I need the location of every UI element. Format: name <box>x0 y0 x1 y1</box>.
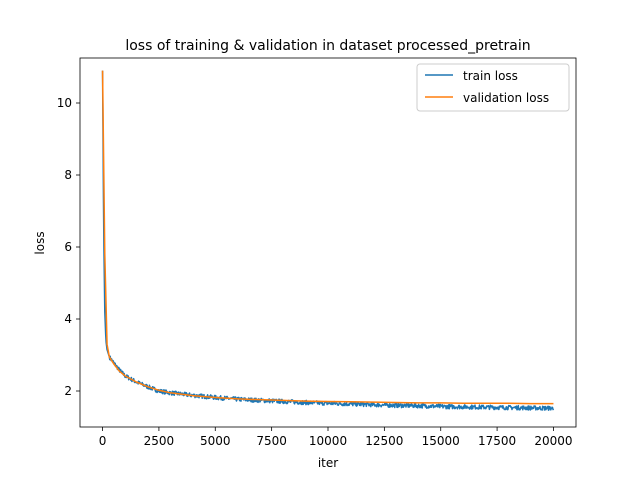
chart-title: loss of training & validation in dataset… <box>125 38 530 54</box>
x-tick-label: 20000 <box>534 434 572 448</box>
x-tick-label: 10000 <box>309 434 347 448</box>
x-tick-label: 12500 <box>365 434 403 448</box>
legend-label-validation-loss: validation loss <box>463 91 549 105</box>
y-tick-label: 8 <box>64 168 72 182</box>
y-tick-label: 4 <box>64 312 72 326</box>
legend: train loss validation loss <box>416 63 570 112</box>
y-tick-label: 10 <box>57 96 72 110</box>
x-tick-label: 2500 <box>144 434 175 448</box>
x-tick-label: 5000 <box>200 434 231 448</box>
x-tick-label: 0 <box>99 434 107 448</box>
y-axis-ticks: 2 4 6 8 10 <box>57 96 80 398</box>
legend-label-train-loss: train loss <box>463 69 518 83</box>
series-line-validation-loss <box>101 70 554 405</box>
y-tick-label: 2 <box>64 384 72 398</box>
legend-box <box>416 63 570 112</box>
x-tick-label: 7500 <box>256 434 287 448</box>
x-axis-label: iter <box>318 456 338 470</box>
y-tick-label: 6 <box>64 240 72 254</box>
x-tick-label: 17500 <box>478 434 516 448</box>
x-axis-ticks: 0 2500 5000 7500 10000 12500 15000 17500 20000 <box>99 427 573 448</box>
x-tick-label: 15000 <box>422 434 460 448</box>
series-layer <box>101 70 555 411</box>
y-axis-label: loss <box>33 231 47 254</box>
